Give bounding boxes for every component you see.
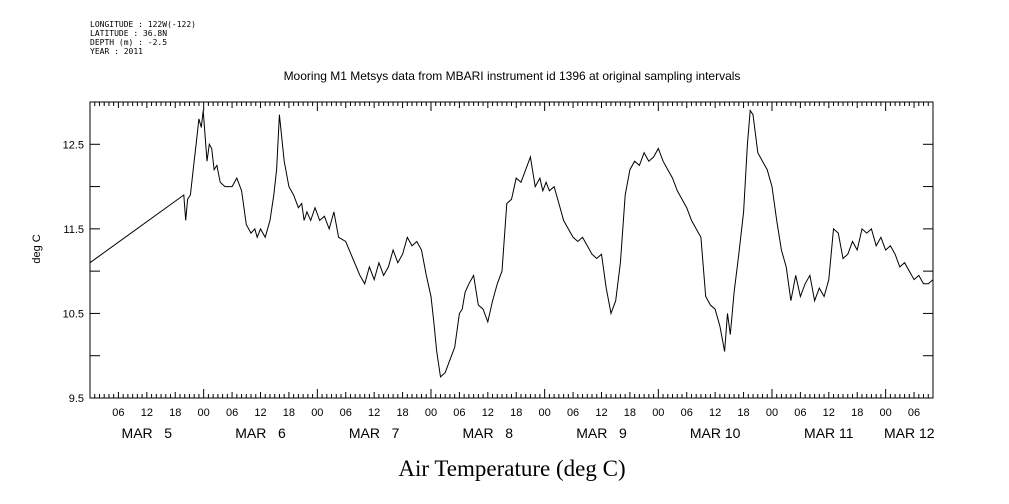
x-tick-label: 06: [794, 407, 806, 419]
x-tick-label: 18: [169, 407, 181, 419]
metadata-block: LONGITUDE : 122W(-122) LATITUDE : 36.8N …: [90, 20, 196, 56]
x-tick-label: 12: [595, 407, 607, 419]
day-label: MAR 9: [576, 425, 627, 441]
y-axis: 9.5 10.5 11.5 12.5: [63, 101, 933, 405]
x-tick-label: 12: [823, 407, 835, 419]
x-tick-label: 06: [908, 407, 920, 419]
day-label: MAR 6: [235, 425, 286, 441]
x-tick-label: 00: [766, 407, 778, 419]
latitude-text: LATITUDE : 36.8N: [90, 29, 168, 38]
x-tick-label: 06: [567, 407, 579, 419]
y-tick-label: 12.5: [63, 139, 84, 151]
y-axis-label: deg C: [31, 234, 43, 263]
x-axis-day-labels: MAR 5 MAR 6 MAR 7 MAR 8 MAR 9 MAR 10 MAR 11 MAR…: [122, 425, 935, 441]
x-tick-label: 18: [396, 407, 408, 419]
day-label: MAR 8: [463, 425, 514, 441]
x-tick-label: 12: [368, 407, 380, 419]
x-axis: 06 12 18 00 06 12 18 00 06 12 18 00 06 12 18 00 06 12 18 00…: [94, 102, 929, 419]
y-tick-label: 10.5: [63, 308, 84, 320]
x-tick-label: 18: [624, 407, 636, 419]
day-label: MAR 10: [690, 425, 741, 441]
x-tick-label: 18: [851, 407, 863, 419]
x-tick-label: 00: [652, 407, 664, 419]
y-tick-label: 9.5: [69, 393, 84, 405]
x-tick-label: 06: [112, 407, 124, 419]
chart-title: Mooring M1 Metsys data from MBARI instru…: [284, 69, 741, 83]
x-tick-label: 12: [254, 407, 266, 419]
plot-frame: [89, 101, 934, 399]
x-tick-label: 06: [226, 407, 238, 419]
x-tick-label: 06: [340, 407, 352, 419]
day-label: MAR 7: [349, 425, 400, 441]
x-tick-label: 18: [510, 407, 522, 419]
day-label: MAR 12: [884, 425, 935, 441]
x-tick-label: 12: [482, 407, 494, 419]
x-tick-label: 00: [539, 407, 551, 419]
x-tick-label: 00: [425, 407, 437, 419]
x-tick-label: 00: [880, 407, 892, 419]
x-tick-label: 06: [681, 407, 693, 419]
air-temperature-series-line: [89, 109, 934, 378]
year-text: YEAR : 2011: [90, 47, 143, 56]
day-label: MAR 5: [122, 425, 173, 441]
x-tick-label: 06: [453, 407, 465, 419]
depth-text: DEPTH (m) : -2.5: [90, 38, 168, 47]
x-axis-label: Air Temperature (deg C): [398, 456, 625, 481]
y-tick-label: 11.5: [63, 224, 84, 236]
x-tick-label: 18: [283, 407, 295, 419]
x-tick-label: 00: [198, 407, 210, 419]
x-tick-label: 12: [141, 407, 153, 419]
x-tick-label: 18: [737, 407, 749, 419]
day-label: MAR 11: [804, 425, 854, 441]
longitude-text: LONGITUDE : 122W(-122): [90, 20, 196, 29]
x-tick-label: 12: [709, 407, 721, 419]
x-tick-label: 00: [311, 407, 323, 419]
